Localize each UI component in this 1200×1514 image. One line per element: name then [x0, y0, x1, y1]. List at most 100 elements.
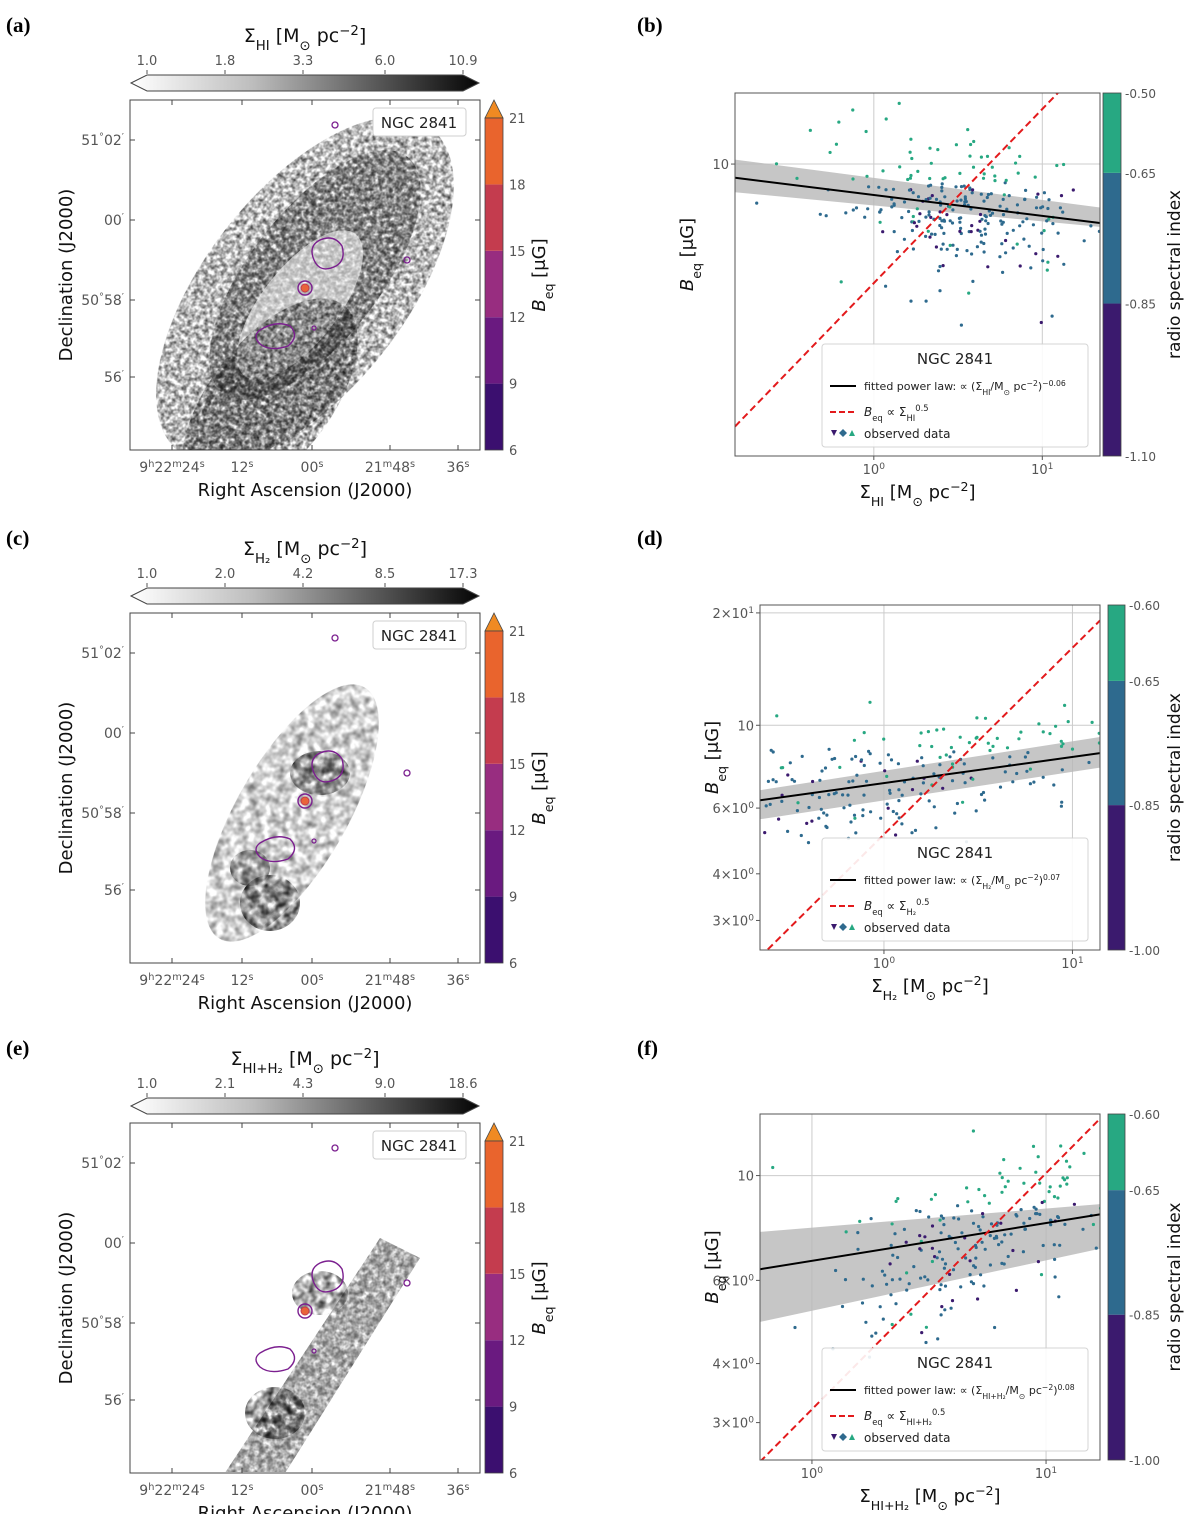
data-point [1050, 314, 1054, 318]
dec-tick-label: 51°02′ [81, 645, 124, 663]
legend-marker-diamond [839, 429, 847, 437]
data-point [942, 231, 946, 235]
data-point [945, 213, 949, 217]
panel-letter-part: (b) [637, 13, 663, 37]
dec-tick-label: 51°02′ [81, 1155, 124, 1173]
legend-fit-label-part: Σ [975, 874, 982, 887]
data-point [847, 780, 851, 784]
galaxy-label-part: NGC 2841 [381, 114, 457, 132]
data-point [883, 1273, 887, 1277]
data-point [941, 264, 945, 268]
data-point [824, 824, 828, 828]
data-point [928, 196, 932, 200]
data-point [1022, 1181, 1026, 1185]
dec-tick-label: 00′ [104, 725, 124, 743]
data-point [948, 755, 952, 759]
data-point [940, 1305, 944, 1309]
data-point [851, 779, 855, 783]
data-point [1036, 1260, 1040, 1264]
h2-clump-south [240, 875, 300, 931]
data-point [983, 214, 987, 218]
y-tick-label-part: 10 [737, 1170, 754, 1185]
data-point [990, 211, 995, 215]
data-point [1011, 780, 1015, 784]
panel-letter: (d) [637, 526, 663, 550]
dec-tick-label-part: ° [99, 292, 104, 303]
data-point [781, 766, 785, 770]
data-point [971, 1129, 976, 1133]
data-point [1025, 769, 1029, 773]
beq-tick-label: 15 [509, 758, 526, 773]
data-point [1005, 746, 1010, 750]
legend-fit-label-part: ) [1038, 380, 1042, 393]
galaxy-emission [225, 1238, 420, 1472]
spectral-tick-label: -0.85 [1129, 1309, 1160, 1323]
dec-tick-label: 00′ [104, 212, 124, 230]
ra-tick-label-part: 24 [182, 973, 200, 989]
y-tick-label-part: 4×10 [712, 1358, 748, 1373]
data-point [888, 791, 892, 795]
data-point [1056, 231, 1060, 235]
fit-confidence-band [735, 159, 1100, 227]
y-axis-label-part: eq [689, 263, 704, 279]
data-point [1150, 752, 1153, 755]
data-point [1017, 737, 1021, 741]
data-point [918, 744, 922, 748]
data-point [1019, 1208, 1023, 1212]
data-point [854, 754, 858, 759]
spectral-tick-label: -1.10 [1125, 450, 1156, 464]
colorbar-tick-label-part: 4.3 [293, 1077, 314, 1092]
data-point [861, 808, 865, 812]
data-point [989, 192, 993, 196]
beq-contour [331, 1144, 339, 1152]
colorbar-title-part: ] [360, 538, 367, 560]
data-point [834, 142, 839, 146]
data-point [614, 807, 617, 810]
ra-tick-label-part: 21 [365, 1483, 383, 1499]
x-tick-label-part: 0 [817, 1466, 823, 1476]
data-point [1046, 260, 1050, 264]
ra-tick-label: 12s [231, 459, 254, 477]
data-point [1040, 1200, 1044, 1205]
data-point [935, 728, 939, 732]
y-axis-label-part: B [702, 1291, 723, 1303]
data-point [1003, 181, 1007, 185]
data-point [844, 211, 848, 215]
data-point [1132, 266, 1135, 269]
data-point [924, 1340, 928, 1345]
ra-tick-label: 00s [301, 972, 324, 990]
data-point [900, 216, 904, 220]
data-point [1056, 1215, 1060, 1219]
ra-tick-label-part: h [148, 972, 154, 983]
ra-tick-label: 00s [301, 1482, 324, 1500]
beq-tick-label-part: 12 [509, 824, 526, 839]
data-point [844, 1230, 848, 1234]
data-point [895, 812, 899, 816]
beq-tick-label-part: 6 [509, 1467, 517, 1482]
beq-contour [297, 280, 313, 296]
spectral-tick-label-part: -1.00 [1129, 1454, 1160, 1468]
data-point [878, 210, 882, 214]
ra-tick-label-part: s [318, 1482, 323, 1493]
data-point [1018, 224, 1022, 228]
data-point [945, 247, 949, 251]
data-point [885, 1282, 889, 1286]
x-axis-label-part: Σ [859, 1486, 870, 1507]
x-tick-label-part: 10 [1035, 1467, 1052, 1482]
y-tick-label: 10 [712, 158, 729, 173]
ra-tick-label-part: 24 [182, 460, 200, 476]
data-point [777, 817, 781, 821]
beq-tick-label: 12 [509, 1334, 526, 1349]
ra-tick-label-part: 9 [139, 1483, 148, 1499]
y-axis-label: Beq [μG] [702, 1230, 729, 1303]
data-point [980, 1240, 984, 1244]
data-point [1002, 193, 1006, 197]
spectral-tick-label: -1.00 [1129, 1454, 1160, 1468]
y-axis-label-part: [μG] [702, 721, 723, 760]
dec-tick-label-part: ° [99, 645, 104, 656]
data-point [878, 220, 882, 224]
data-point [879, 208, 883, 212]
beq-tick-label: 9 [509, 891, 517, 906]
data-point [862, 793, 866, 797]
colorbar-tick-label: 17.3 [449, 567, 478, 582]
